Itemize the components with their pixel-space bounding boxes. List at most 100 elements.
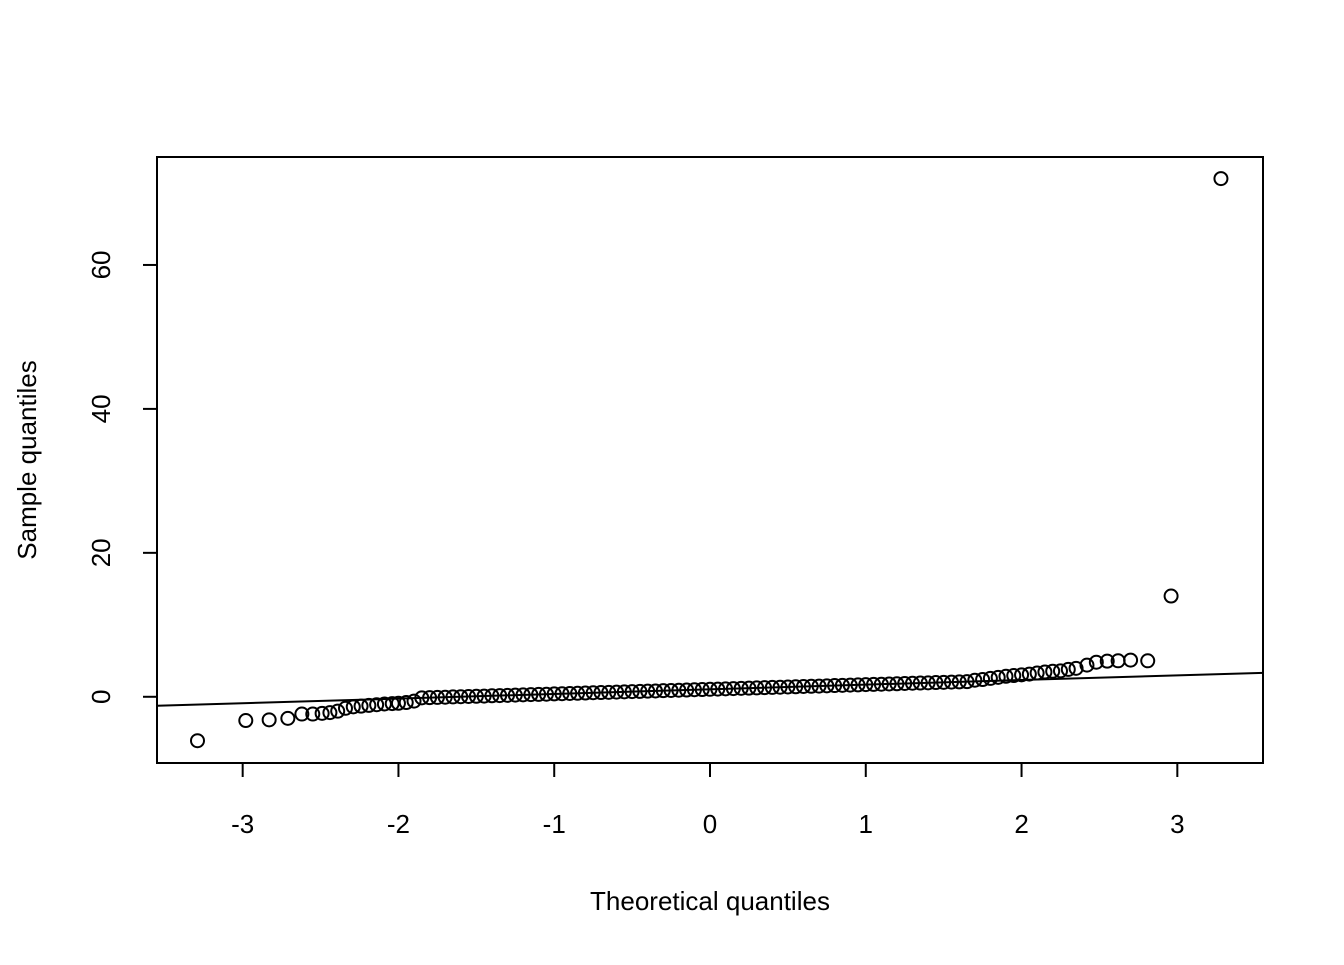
point <box>570 685 586 701</box>
point <box>990 669 1006 685</box>
point <box>655 683 671 699</box>
point <box>624 684 640 700</box>
x-tick-label: 0 <box>703 809 717 839</box>
point <box>609 684 625 700</box>
point <box>632 683 648 699</box>
point <box>897 675 913 691</box>
point <box>398 695 414 711</box>
point <box>998 668 1014 684</box>
point <box>772 679 788 695</box>
point <box>353 698 369 714</box>
point <box>499 687 515 703</box>
y-axis-label: Sample quantiles <box>12 360 42 559</box>
point <box>943 674 959 690</box>
point <box>1029 665 1045 681</box>
point <box>484 688 500 704</box>
point <box>468 688 484 704</box>
point <box>562 685 578 701</box>
point <box>1068 660 1084 676</box>
point <box>873 676 889 692</box>
point <box>577 685 593 701</box>
point <box>445 689 461 705</box>
point <box>967 672 983 688</box>
point <box>616 684 632 700</box>
point <box>679 682 695 698</box>
point <box>936 674 952 690</box>
point <box>975 672 991 688</box>
point <box>1079 657 1095 673</box>
point <box>593 685 609 701</box>
point <box>733 680 749 696</box>
x-tick-label: 3 <box>1170 809 1184 839</box>
point <box>928 675 944 691</box>
point <box>1052 663 1068 679</box>
point <box>951 674 967 690</box>
point <box>437 689 453 705</box>
point <box>780 679 796 695</box>
point <box>322 705 338 721</box>
point <box>406 693 422 709</box>
point <box>1037 664 1053 680</box>
x-tick-label: -3 <box>231 809 254 839</box>
point <box>795 678 811 694</box>
point <box>376 696 392 712</box>
point <box>702 681 718 697</box>
point <box>850 677 866 693</box>
point <box>554 686 570 702</box>
point <box>601 684 617 700</box>
point <box>811 678 827 694</box>
point <box>190 733 206 749</box>
point <box>912 675 928 691</box>
point <box>294 706 310 722</box>
point <box>694 682 710 698</box>
point <box>1123 652 1139 668</box>
point <box>261 712 277 728</box>
x-tick-label: 1 <box>859 809 873 839</box>
point <box>345 699 361 715</box>
point <box>1140 653 1156 669</box>
point <box>905 675 921 691</box>
point <box>749 680 765 696</box>
point <box>725 681 741 697</box>
point <box>422 690 438 706</box>
point <box>663 682 679 698</box>
point <box>523 687 539 703</box>
point <box>803 678 819 694</box>
point <box>788 679 804 695</box>
point <box>1006 668 1022 684</box>
point <box>866 676 882 692</box>
point <box>1163 588 1179 604</box>
x-axis-label: Theoretical quantiles <box>590 886 830 916</box>
x-tick-label: 2 <box>1014 809 1028 839</box>
point <box>1060 661 1076 677</box>
point <box>546 686 562 702</box>
x-tick-label: -1 <box>543 809 566 839</box>
point <box>819 678 835 694</box>
point <box>827 678 843 694</box>
x-tick-label: -2 <box>387 809 410 839</box>
point <box>858 677 874 693</box>
point <box>710 681 726 697</box>
point <box>959 674 975 690</box>
point <box>718 681 734 697</box>
point <box>515 687 531 703</box>
point <box>741 680 757 696</box>
point <box>881 676 897 692</box>
point <box>757 680 773 696</box>
point <box>671 682 687 698</box>
point <box>531 686 547 702</box>
point <box>834 677 850 693</box>
point <box>330 703 346 719</box>
point <box>1014 667 1030 683</box>
point <box>1213 171 1229 187</box>
point <box>280 710 296 726</box>
plot-box <box>156 156 1264 764</box>
point <box>1021 666 1037 682</box>
point <box>461 688 477 704</box>
point <box>1088 654 1104 670</box>
point <box>585 685 601 701</box>
point <box>414 690 430 706</box>
point <box>842 677 858 693</box>
point <box>390 695 406 711</box>
